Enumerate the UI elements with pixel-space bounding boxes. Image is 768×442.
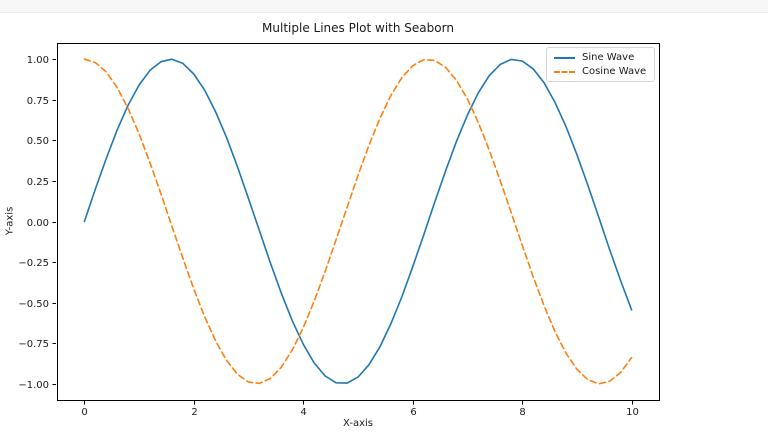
x-tick-label: 4 <box>300 407 306 418</box>
y-tick-label: 0.00 <box>27 218 49 229</box>
y-tick-label: −0.25 <box>18 258 49 269</box>
legend-item-cosine-wave: Cosine Wave <box>554 66 647 77</box>
cosine-wave-line <box>83 58 633 385</box>
sine-wave-line <box>83 58 633 384</box>
y-tick-label: 0.25 <box>27 177 49 188</box>
x-tick-label: 6 <box>410 407 416 418</box>
y-tick-label: −0.50 <box>18 299 49 310</box>
legend-item-sine-wave: Sine Wave <box>554 52 647 63</box>
sine-line-sample-icon <box>554 56 575 59</box>
cosine-line-sample-icon <box>554 70 575 73</box>
x-tick-label: 0 <box>81 407 87 418</box>
x-tick-label: 8 <box>519 407 525 418</box>
x-tick-label: 2 <box>191 407 197 418</box>
chart-title: Multiple Lines Plot with Seaborn <box>262 21 454 35</box>
legend: Sine Wave Cosine Wave <box>546 47 655 82</box>
y-tick-label: −1.00 <box>18 380 49 391</box>
legend-label-cosine-wave: Cosine Wave <box>582 66 647 77</box>
y-tick-label: 1.00 <box>27 55 49 66</box>
y-tick-label: −0.75 <box>18 339 49 350</box>
legend-label-sine-wave: Sine Wave <box>582 52 635 63</box>
x-axis-label: X-axis <box>343 418 373 429</box>
y-axis-label: Y-axis <box>4 206 16 236</box>
axes-spines <box>57 43 660 401</box>
top-margin-band <box>0 0 768 13</box>
x-tick-label: 10 <box>626 407 639 418</box>
y-tick-label: 0.50 <box>27 136 49 147</box>
y-tick-label: 0.75 <box>27 96 49 107</box>
